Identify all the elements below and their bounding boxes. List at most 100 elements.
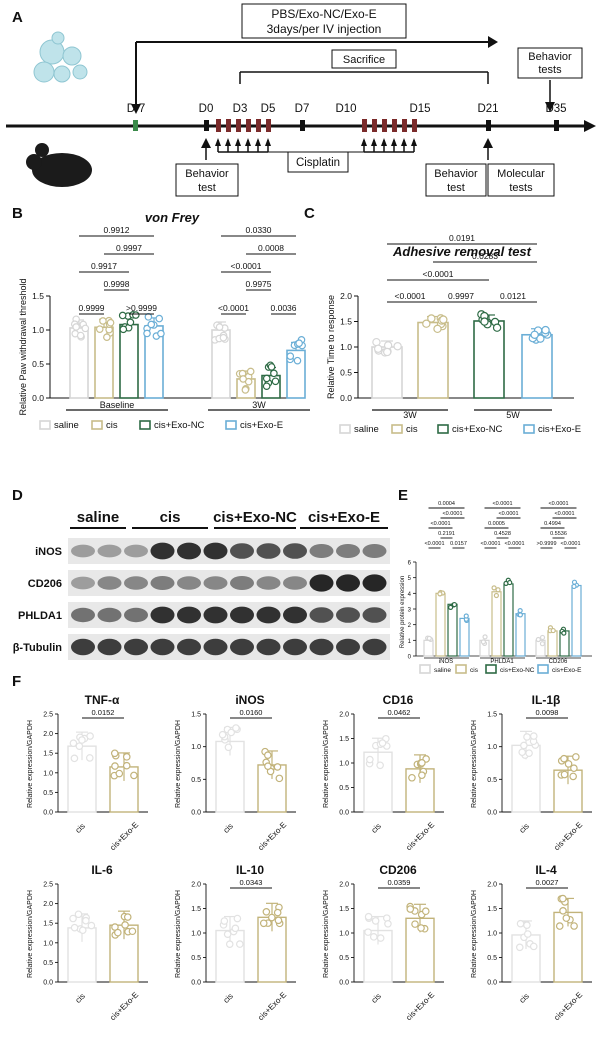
y-tick-label: 0.5 <box>487 955 497 962</box>
p-value-label: 0.0005 <box>488 521 505 527</box>
y-tick-label: 1.0 <box>340 342 352 352</box>
p-value-label: 0.0036 <box>271 303 297 313</box>
data-point <box>525 749 533 757</box>
behavior-test-label: test <box>198 182 216 194</box>
data-point <box>493 592 499 599</box>
day-label: D35 <box>545 103 566 115</box>
x-tick-label: cis+Exo-E <box>552 990 584 1022</box>
data-point <box>103 333 111 342</box>
chart-e: 0 1 2 3 4 5 6 Relative protein expression iNOS PH… <box>400 501 592 674</box>
data-point <box>520 741 528 750</box>
p-value-label: >0.9999 <box>126 303 157 313</box>
blot-band <box>71 544 95 558</box>
y-tick-label: 1.5 <box>191 712 201 719</box>
y-tick-label: 2.0 <box>340 291 352 301</box>
x-tick-label: cis+Exo-E <box>256 820 288 852</box>
cisplatin-mark <box>372 119 377 132</box>
bar <box>515 613 526 657</box>
data-point <box>264 762 272 770</box>
blot-band <box>71 638 95 656</box>
legend-swatch <box>437 424 449 434</box>
data-point <box>122 753 131 761</box>
x-tick-label: cis <box>370 992 383 1005</box>
behavior-test-label: Behavior <box>185 168 229 180</box>
legend-swatch <box>419 664 431 674</box>
legend-label: saline <box>54 420 79 431</box>
sacrifice-box <box>331 49 397 69</box>
droplet-icon <box>51 31 65 45</box>
chart-f-panel: iNOS 0.0 0.5 1.0 1.5 Relative expression/GAPD… <box>175 693 296 852</box>
behavior-test-label: Behavior <box>434 168 478 180</box>
blot-band <box>124 576 148 590</box>
blot-band <box>283 576 307 590</box>
cisplatin-box <box>287 151 349 173</box>
data-point <box>239 375 247 383</box>
blot-band <box>150 606 175 624</box>
x-tick-label: cis+Exo-E <box>404 820 436 852</box>
data-point <box>106 318 115 327</box>
y-tick-label: 1.0 <box>487 744 497 751</box>
behavior-tests-box <box>517 47 583 79</box>
day-label: D0 <box>199 103 214 115</box>
p-value-label: <0.0001 <box>480 541 500 547</box>
x-tick-label: cis+Exo-E <box>108 820 140 852</box>
cisplatin-mark <box>362 119 367 132</box>
y-tick-label: 1.5 <box>487 906 497 913</box>
chart-f: TNF-α 0.0 0.5 1.0 1.5 2.0 2.5 Relative expressi… <box>27 693 592 1022</box>
legend-label: cis <box>470 667 479 674</box>
legend-swatch <box>91 420 103 430</box>
p-value-label: 0.4528 <box>494 531 511 537</box>
data-point <box>293 356 302 365</box>
data-point <box>535 636 541 643</box>
data-point <box>122 761 131 770</box>
legend-label: cis <box>106 420 118 431</box>
data-point <box>232 724 240 732</box>
bar <box>119 323 139 399</box>
data-point <box>569 772 577 781</box>
legend-swatch <box>39 420 51 430</box>
data-point <box>364 912 373 921</box>
p-value-label: >0.9999 <box>536 541 556 547</box>
data-point <box>286 352 295 360</box>
data-point <box>110 749 119 758</box>
p-value-label: <0.0001 <box>395 291 426 301</box>
data-point <box>411 920 419 928</box>
blot-band <box>256 606 281 624</box>
chart-f-panel: IL-1β 0.0 0.5 1.0 1.5 Relative expression/GAP… <box>471 693 592 852</box>
blot-band <box>150 638 175 656</box>
p-value-label: 0.5536 <box>550 531 567 537</box>
blot-group-label: cis+Exo-NC <box>213 509 297 526</box>
chart-f-title: iNOS <box>235 693 264 707</box>
data-point <box>144 313 153 321</box>
data-point <box>123 913 132 921</box>
blot-band <box>230 638 254 656</box>
y-tick-label: 2.5 <box>43 712 53 719</box>
legend-label: cis+Exo-E <box>240 420 283 431</box>
x-tick-label: cis <box>222 822 235 835</box>
injection-label-2: 3days/per IV injection <box>267 22 382 36</box>
data-point <box>371 917 380 925</box>
data-point <box>539 641 546 647</box>
day-tick <box>204 120 209 131</box>
p-value-label: 0.9997 <box>448 291 474 301</box>
legend-label: cis+Exo-NC <box>452 424 503 435</box>
panel-label-a: A <box>12 9 23 26</box>
y-tick-label: 1.5 <box>339 736 349 743</box>
y-tick-label: 1.0 <box>339 931 349 938</box>
x-tick-label: cis <box>518 992 531 1005</box>
arrowhead-icon <box>483 138 493 148</box>
y-tick-label: 2.0 <box>43 901 53 908</box>
y-tick-label: 0.5 <box>32 359 44 369</box>
data-point <box>426 635 432 641</box>
data-point <box>157 329 165 338</box>
p-value-label: 0.0098 <box>536 708 559 717</box>
y-axis-label: Relative Time to response <box>326 295 336 399</box>
data-point <box>495 587 501 593</box>
data-point <box>95 325 104 333</box>
data-point <box>132 311 140 319</box>
p-value-label: <0.0001 <box>492 501 512 507</box>
p-value-label: 0.0121 <box>500 291 526 301</box>
day-label: D-7 <box>127 103 146 115</box>
blot-group-label: cis+Exo-E <box>308 509 380 526</box>
